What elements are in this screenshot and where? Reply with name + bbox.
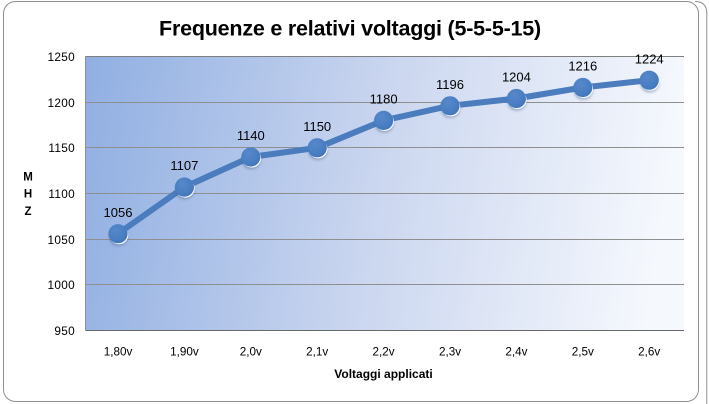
svg-text:2,6v: 2,6v — [638, 346, 660, 359]
svg-text:1196: 1196 — [436, 77, 464, 92]
svg-text:H: H — [24, 189, 32, 201]
svg-text:950: 950 — [54, 324, 75, 338]
svg-text:1250: 1250 — [48, 50, 76, 64]
svg-text:1,80v: 1,80v — [104, 346, 133, 359]
svg-text:Frequenze e relativi voltaggi: Frequenze e relativi voltaggi (5-5-5-15) — [159, 16, 541, 40]
svg-text:1224: 1224 — [635, 51, 664, 66]
svg-text:2,1v: 2,1v — [306, 346, 328, 359]
svg-text:1107: 1107 — [170, 158, 198, 173]
svg-text:1056: 1056 — [104, 205, 133, 220]
svg-text:1150: 1150 — [303, 119, 331, 134]
svg-text:2,4v: 2,4v — [505, 346, 527, 359]
svg-text:1,90v: 1,90v — [170, 346, 199, 359]
svg-text:Voltaggi applicati: Voltaggi applicati — [334, 367, 432, 381]
svg-text:1150: 1150 — [48, 141, 75, 155]
svg-text:1000: 1000 — [48, 278, 76, 292]
svg-text:2,5v: 2,5v — [572, 346, 594, 359]
svg-text:1100: 1100 — [48, 187, 75, 201]
svg-text:1180: 1180 — [370, 92, 398, 107]
svg-text:2,2v: 2,2v — [373, 346, 395, 359]
svg-text:Z: Z — [24, 206, 31, 218]
svg-text:1204: 1204 — [502, 70, 531, 85]
svg-text:M: M — [23, 172, 33, 184]
svg-text:1200: 1200 — [48, 96, 76, 110]
svg-text:1050: 1050 — [48, 233, 76, 247]
svg-text:1140: 1140 — [237, 128, 265, 143]
svg-text:2,3v: 2,3v — [439, 346, 461, 359]
svg-text:1216: 1216 — [568, 59, 597, 74]
svg-text:2,0v: 2,0v — [240, 346, 262, 359]
